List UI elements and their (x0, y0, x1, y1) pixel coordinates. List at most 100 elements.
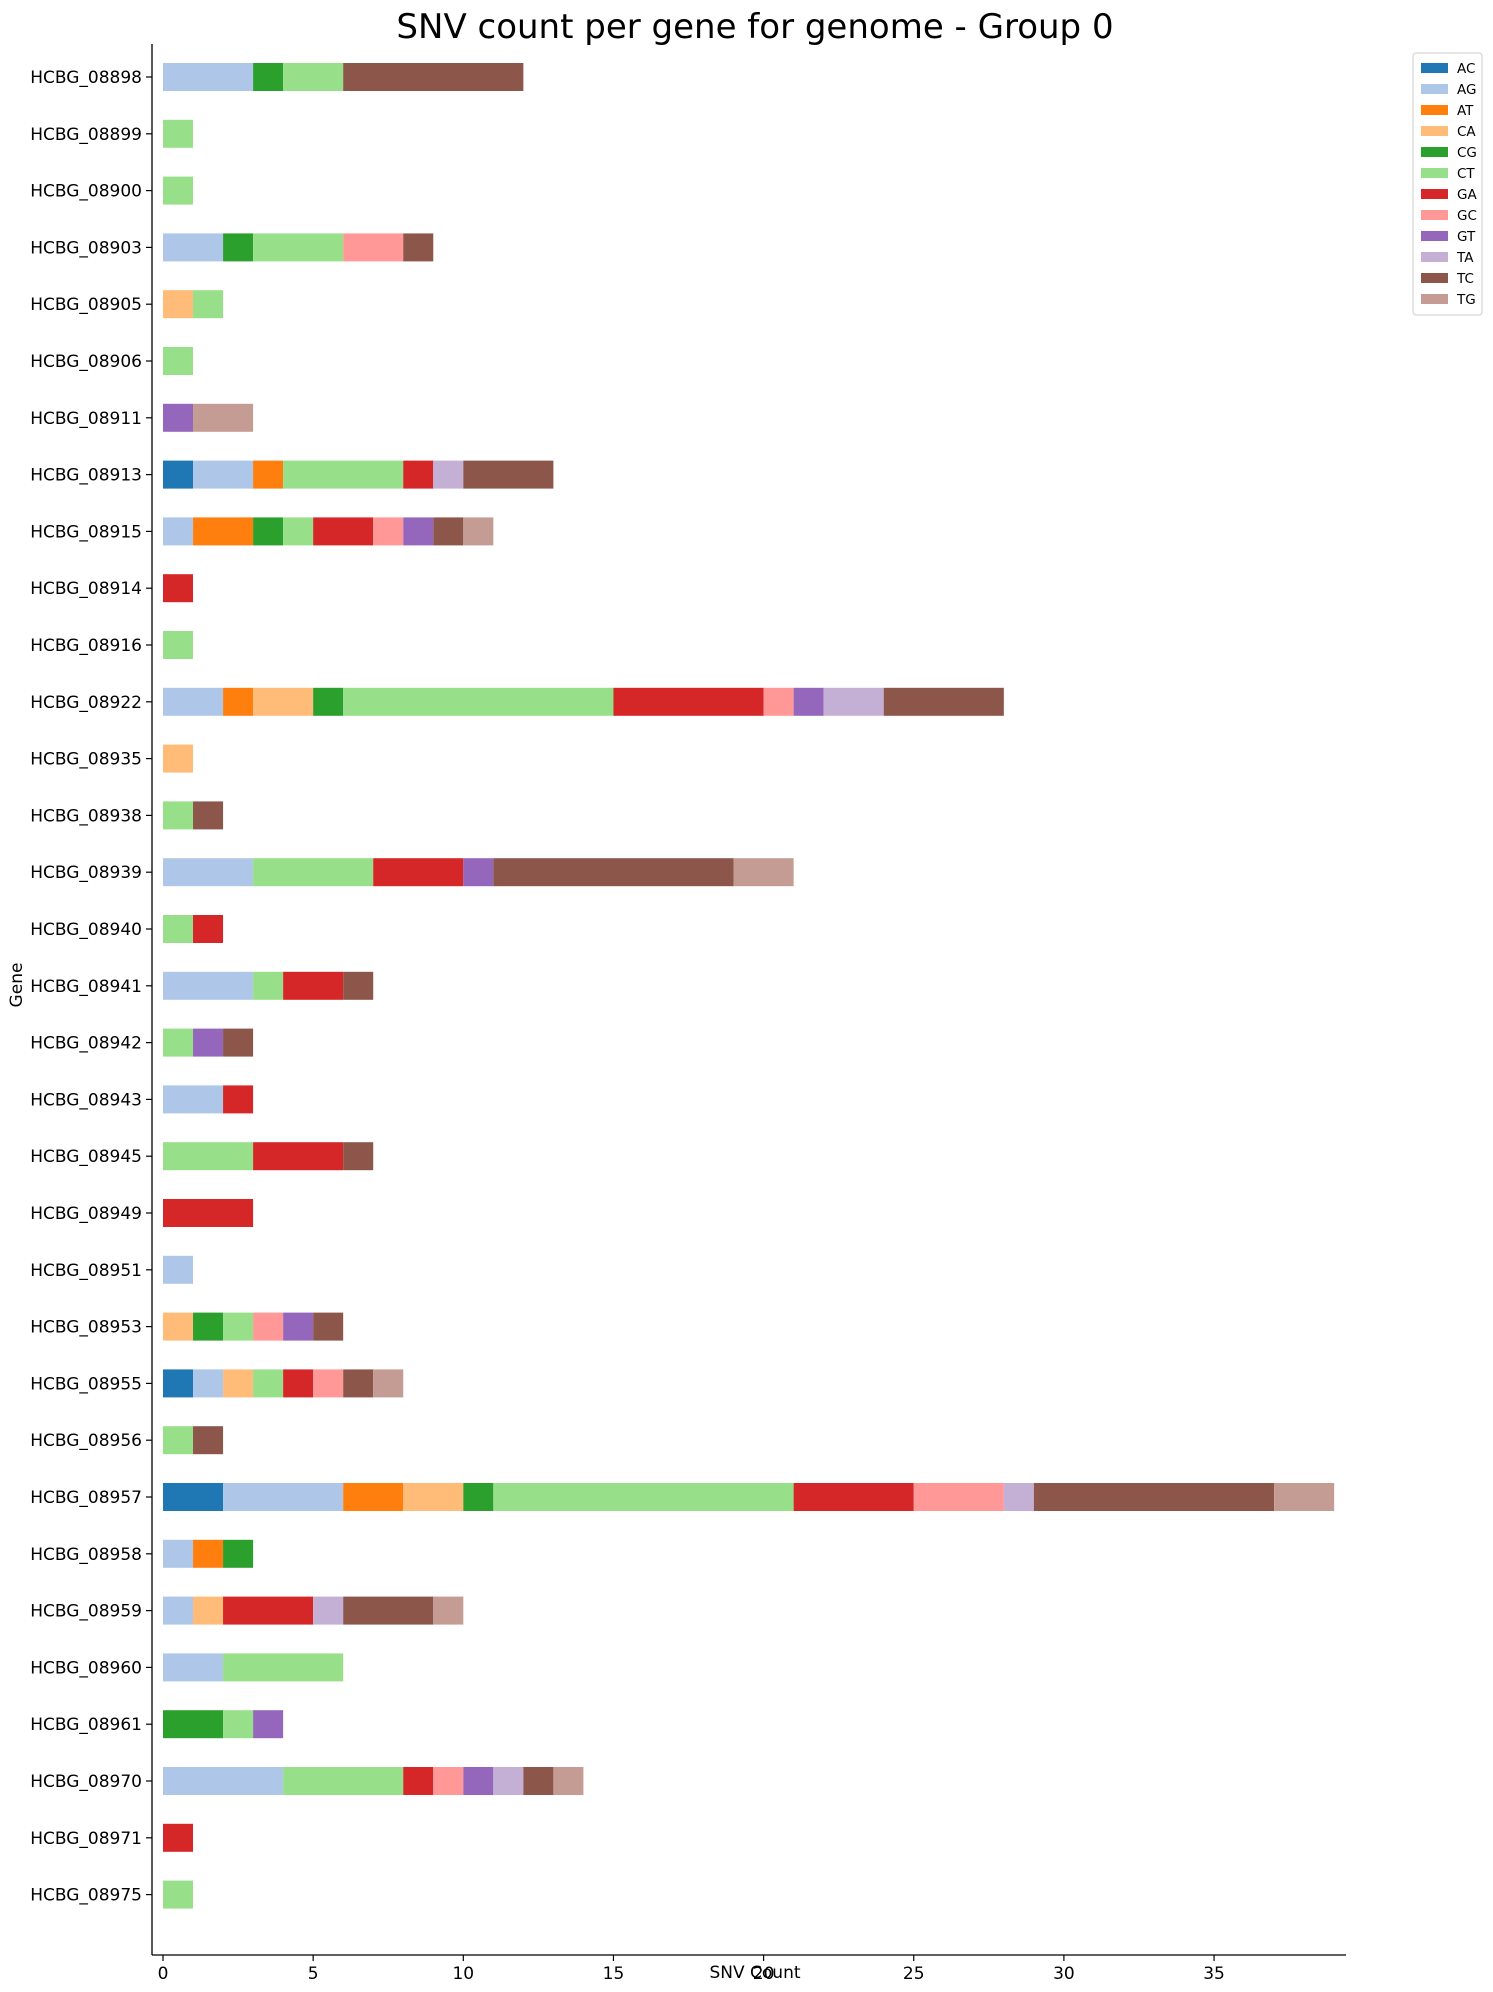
legend-label-TA: TA (1456, 250, 1474, 266)
bar-segment-HCBG_08922-CT (343, 687, 614, 716)
y-tick-label: HCBG_08938 (30, 806, 142, 826)
bar-segment-HCBG_08940-CT (163, 915, 194, 943)
bar-segment-HCBG_08898-CT (283, 63, 344, 91)
legend-swatch-TA (1421, 252, 1448, 262)
y-tick-label: HCBG_08903 (30, 238, 142, 258)
bar-segment-HCBG_08955-AC (163, 1369, 194, 1398)
bar-segment-HCBG_08956-CT (163, 1426, 194, 1455)
bar-segment-HCBG_08957-AG (223, 1483, 344, 1511)
bar-segment-HCBG_08970-CT (283, 1767, 404, 1795)
bar-segment-HCBG_08957-AC (163, 1483, 224, 1511)
y-tick-label: HCBG_08913 (30, 466, 142, 486)
bar-segment-HCBG_08941-AG (163, 971, 254, 1000)
bar-segment-HCBG_08913-AC (163, 460, 194, 489)
bar-segment-HCBG_08922-AG (163, 687, 224, 716)
bar-segment-HCBG_08958-AG (163, 1539, 194, 1568)
bar-segment-HCBG_08922-GC (763, 687, 794, 716)
bar-segment-HCBG_08913-CT (283, 460, 404, 489)
legend-label-TC: TC (1456, 271, 1474, 287)
y-tick-label: HCBG_08943 (30, 1090, 142, 1110)
bar-segment-HCBG_08911-TG (193, 403, 254, 432)
bar-segment-HCBG_08955-AG (193, 1369, 224, 1398)
bar-segment-HCBG_08961-CG (163, 1710, 224, 1739)
bar-segment-HCBG_08939-CT (253, 858, 374, 887)
bar-segment-HCBG_08913-AT (253, 460, 284, 489)
y-tick-label: HCBG_08953 (30, 1318, 142, 1338)
y-tick-label: HCBG_08975 (30, 1886, 142, 1906)
bar-segment-HCBG_08915-CT (283, 517, 314, 546)
bar-segment-HCBG_08939-AG (163, 858, 254, 887)
x-axis: 0 5 10 15 20 25 30 35 (152, 1954, 1346, 1984)
y-axis: HCBG_08898 HCBG_08899 HCBG_08900 HCBG_08903… (30, 44, 153, 1955)
bar-segment-HCBG_08961-GT (253, 1710, 284, 1739)
legend-label-AC: AC (1457, 61, 1475, 77)
y-tick-label: HCBG_08939 (30, 863, 142, 883)
legend-label-TG: TG (1456, 292, 1476, 308)
bar-segment-HCBG_08958-AT (193, 1539, 224, 1568)
bar-segment-HCBG_08955-TC (343, 1369, 374, 1398)
bar-segment-HCBG_08957-CG (463, 1483, 494, 1511)
y-tick-label: HCBG_08900 (30, 182, 142, 202)
bar-segment-HCBG_08945-TC (343, 1142, 374, 1171)
x-tick-label: 30 (1053, 1964, 1075, 1984)
y-axis-label: Gene (7, 963, 27, 1008)
legend-label-AT: AT (1457, 103, 1474, 119)
bar-segment-HCBG_08955-GC (313, 1369, 344, 1398)
legend-frame (1412, 52, 1483, 316)
x-tick-label: 25 (903, 1964, 925, 1984)
y-tick-label: HCBG_08898 (30, 68, 142, 88)
y-tick-label: HCBG_08971 (30, 1829, 142, 1849)
bar-segment-HCBG_08951-AG (163, 1255, 194, 1284)
y-tick-label: HCBG_08914 (30, 579, 142, 599)
x-tick-label: 15 (603, 1964, 625, 1984)
bar-segment-HCBG_08943-GA (223, 1085, 254, 1114)
bar-segment-HCBG_08899-CT (163, 119, 194, 148)
x-tick-label: 5 (308, 1964, 319, 1984)
legend-swatch-AT (1421, 105, 1448, 115)
bar-segment-HCBG_08903-CG (223, 233, 254, 262)
bar-segment-HCBG_08956-TC (193, 1426, 224, 1455)
x-tick-label: 0 (158, 1964, 169, 1984)
y-tick-label: HCBG_08899 (30, 125, 142, 145)
y-tick-label: HCBG_08922 (30, 693, 142, 713)
bar-segment-HCBG_08915-TC (433, 517, 464, 546)
legend: AC AG AT CA CG CT GA GC GT TA TC TG (1412, 52, 1483, 316)
bar-segment-HCBG_08957-TC (1033, 1483, 1275, 1511)
bar-segment-HCBG_08915-AT (193, 517, 254, 546)
bar-segment-HCBG_08939-TC (493, 858, 734, 887)
bar-segment-HCBG_08957-AT (343, 1483, 404, 1511)
bar-segment-HCBG_08903-CT (253, 233, 344, 262)
bar-segment-HCBG_08935-CA (163, 744, 194, 773)
bar-segment-HCBG_08953-CA (163, 1312, 194, 1341)
bar-segment-HCBG_08970-TC (523, 1767, 554, 1795)
bar-segment-HCBG_08914-GA (163, 574, 194, 603)
y-tick-label: HCBG_08961 (30, 1715, 142, 1735)
x-tick-label: 35 (1203, 1964, 1225, 1984)
bar-segment-HCBG_08922-GT (793, 687, 824, 716)
bar-segment-HCBG_08959-AG (163, 1596, 194, 1625)
bar-segment-HCBG_08903-GC (343, 233, 404, 262)
bar-segment-HCBG_08922-CA (253, 687, 314, 716)
bar-segment-HCBG_08913-TA (433, 460, 464, 489)
bar-segment-HCBG_08953-CT (223, 1312, 254, 1341)
bar-segment-HCBG_08898-TC (343, 63, 524, 91)
bar-segment-HCBG_08913-GA (403, 460, 434, 489)
bar-segment-HCBG_08957-CT (493, 1483, 794, 1511)
y-tick-label: HCBG_08957 (30, 1488, 142, 1508)
chart-title: SNV count per gene for genome - Group 0 (396, 7, 1113, 47)
legend-swatch-GT (1421, 231, 1448, 241)
legend-label-GT: GT (1457, 229, 1476, 245)
bar-segment-HCBG_08938-CT (163, 801, 194, 830)
y-tick-label: HCBG_08915 (30, 522, 142, 542)
legend-swatch-TC (1421, 273, 1448, 283)
bar-segment-HCBG_08960-AG (163, 1653, 224, 1682)
y-tick-label: HCBG_08956 (30, 1431, 142, 1451)
bar-segment-HCBG_08943-AG (163, 1085, 224, 1114)
x-axis-label: SNV Count (709, 1963, 800, 1983)
bar-segment-HCBG_08959-TG (433, 1596, 464, 1625)
bar-segment-HCBG_08939-GA (373, 858, 464, 887)
legend-label-GC: GC (1457, 208, 1477, 224)
legend-swatch-CG (1421, 147, 1448, 157)
bar-segment-HCBG_08915-TG (463, 517, 494, 546)
bar-segment-HCBG_08900-CT (163, 176, 194, 205)
